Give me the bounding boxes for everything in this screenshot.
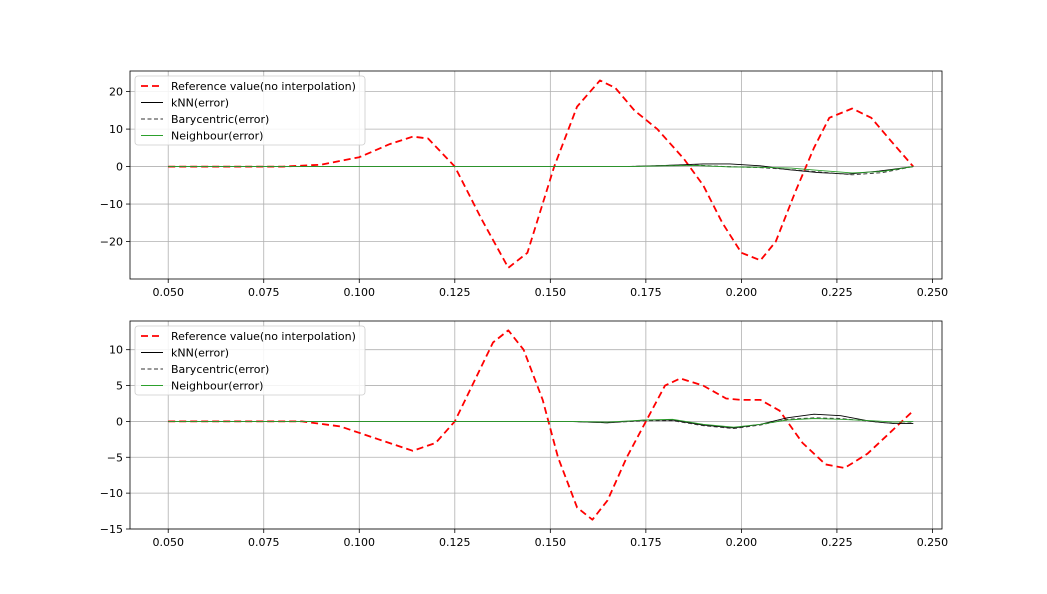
series-line-4 [168,164,914,174]
x-tick-label: 0.250 [917,536,949,549]
axes-frame [129,320,943,530]
x-tick-label: 0.050 [152,286,184,299]
y-tick-label: −15 [100,523,123,536]
series-line-1 [168,79,914,269]
x-tick-label: 0.250 [917,286,949,299]
legend-label: Reference value(no interpolation) [171,80,356,93]
x-tick-label: 0.175 [630,536,662,549]
y-tick-label: −10 [100,487,123,500]
y-tick-label: 20 [109,86,123,99]
x-tick-label: 0.150 [535,536,567,549]
y-tick-label: 0 [116,415,123,428]
legend-label: Barycentric(error) [171,363,269,376]
legend-label: Reference value(no interpolation) [171,330,356,343]
legend-box [134,325,366,396]
x-tick-label: 0.150 [535,286,567,299]
y-tick-label: 10 [109,344,123,357]
chart-2: 0.050 0.075 0.100 0.125 0.150 0.175 0.200 0.225… [100,320,949,549]
x-tick-label: 0.225 [821,536,853,549]
legend-box [134,75,366,146]
y-tick-label: 5 [116,380,123,393]
legend: Reference value(no interpolation) kNN(err… [134,325,366,396]
y-tick-label: −5 [107,451,123,464]
x-tick-label: 0.125 [439,286,471,299]
legend: Reference value(no interpolation) kNN(err… [134,75,366,146]
y-tick-label: 0 [116,161,123,174]
x-tick-label: 0.100 [344,286,376,299]
legend-label: Neighbour(error) [171,130,263,143]
legend-label: Neighbour(error) [171,380,263,393]
x-tick-label: 0.050 [152,536,184,549]
legend-label: Barycentric(error) [171,113,269,126]
series-line-1 [168,329,914,521]
y-tick-label: 10 [109,123,123,136]
axes-frame [129,70,943,280]
series-line-3 [168,417,914,430]
legend-label: kNN(error) [171,347,229,360]
x-tick-label: 0.075 [248,286,280,299]
x-tick-label: 0.225 [821,286,853,299]
x-tick-label: 0.200 [726,286,758,299]
x-tick-label: 0.100 [344,536,376,549]
x-tick-label: 0.175 [630,286,662,299]
y-tick-label: −10 [100,198,123,211]
legend-label: kNN(error) [171,97,229,110]
series-line-4 [168,418,914,428]
chart-1: 0.050 0.075 0.100 0.125 0.150 0.175 0.200 0.225… [100,70,949,299]
x-tick-label: 0.125 [439,536,471,549]
x-tick-label: 0.200 [726,536,758,549]
y-tick-label: −20 [100,236,123,249]
x-tick-label: 0.075 [248,536,280,549]
